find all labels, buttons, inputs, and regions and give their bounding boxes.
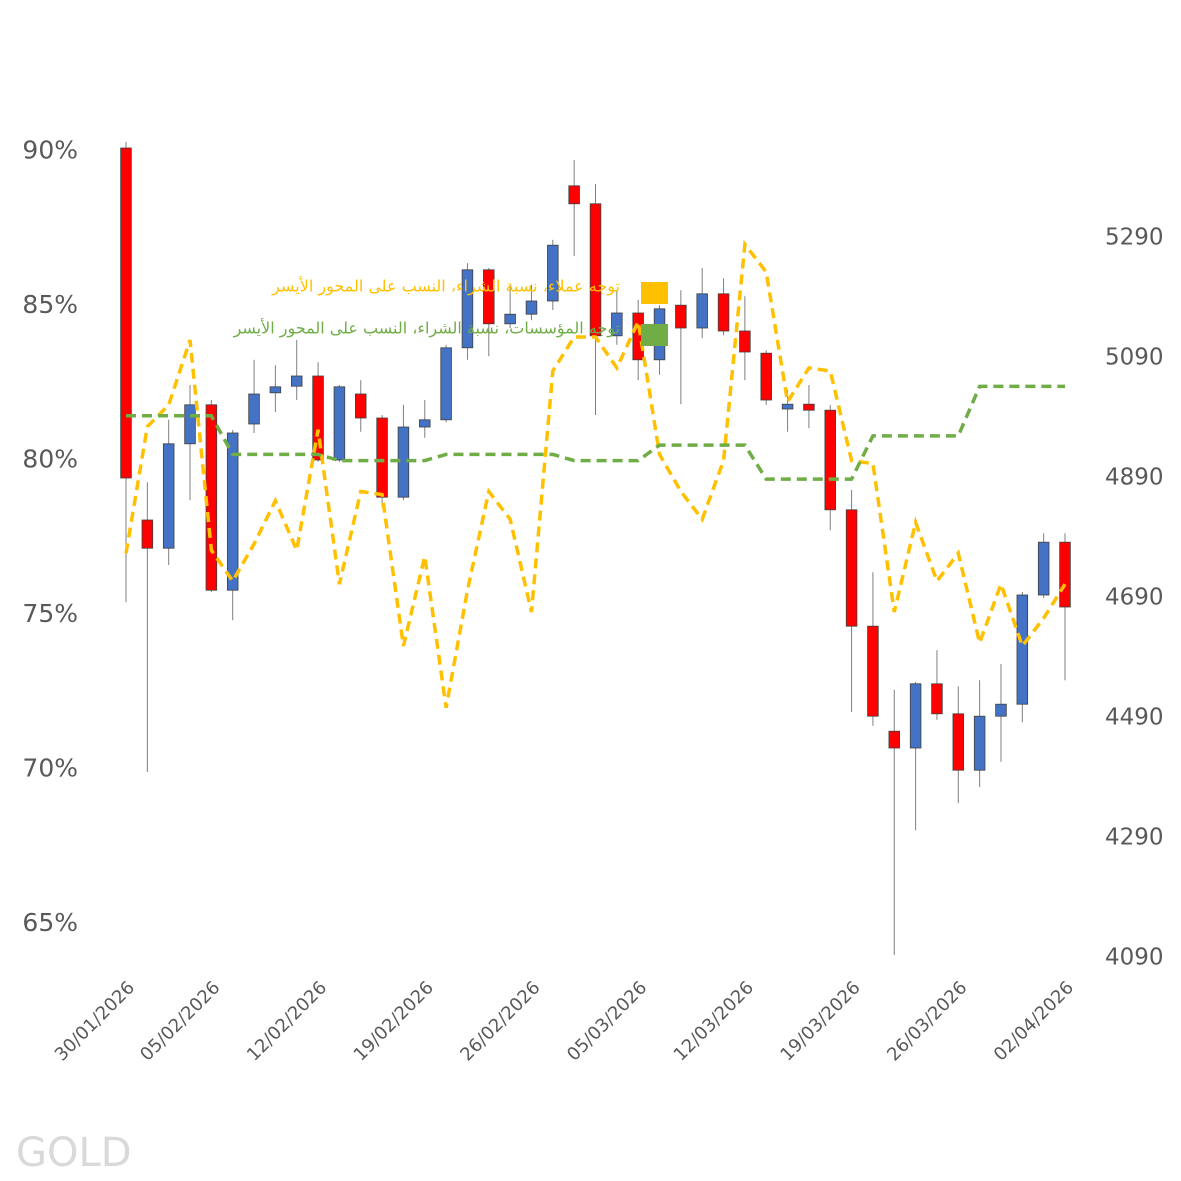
x-tick-label: 05/02/2026 <box>136 977 224 1065</box>
candle-body <box>419 419 431 428</box>
y2-tick-label: 4690 <box>1105 585 1164 611</box>
y2-tick-label: 4890 <box>1105 465 1164 491</box>
legend-swatch <box>641 282 668 304</box>
candle-body <box>717 293 730 332</box>
candle-body <box>162 443 175 549</box>
candle-body <box>440 347 452 421</box>
candle-body <box>547 244 559 302</box>
candle-body <box>845 509 858 627</box>
candle-body <box>931 683 943 715</box>
y2-tick-label: 5290 <box>1105 225 1164 251</box>
candle-body <box>290 375 303 387</box>
x-tick-label: 02/04/2026 <box>990 977 1078 1065</box>
y2-tick-label: 4290 <box>1105 825 1164 851</box>
candle-body <box>269 386 282 394</box>
candle-body <box>184 404 196 445</box>
candle-body <box>461 269 474 349</box>
candle-body <box>824 409 836 511</box>
candle-body <box>248 393 260 425</box>
candle-body <box>355 393 367 419</box>
y-tick-label: 85% <box>22 290 78 319</box>
candle-body <box>1016 594 1029 705</box>
x-tick-label: 12/02/2026 <box>243 977 331 1065</box>
x-tick-label: 12/03/2026 <box>670 977 758 1065</box>
y-tick-label: 70% <box>22 754 78 783</box>
candle-body <box>973 715 986 771</box>
candle-body <box>376 417 388 498</box>
candle-body <box>589 203 602 337</box>
line-series <box>124 239 1067 709</box>
candle-body <box>120 147 132 479</box>
y2-tick-label: 5090 <box>1105 345 1164 371</box>
y2-tick-label: 4090 <box>1105 945 1164 971</box>
x-tick-label: 30/01/2026 <box>51 977 139 1065</box>
candle-body <box>696 293 708 329</box>
candle-body <box>504 313 516 325</box>
candle-body <box>867 625 879 717</box>
candle-body <box>141 519 154 549</box>
candle-body <box>525 300 538 315</box>
x-tick-label: 19/02/2026 <box>350 977 438 1065</box>
candle-body <box>888 730 901 749</box>
y-tick-label: 65% <box>22 908 78 937</box>
candle-body <box>312 375 324 461</box>
legend-label: توجه المؤسسات، نسبة الشراء، النسب على ال… <box>233 318 620 339</box>
candle-body <box>675 304 687 329</box>
candle-body <box>333 386 346 461</box>
x-tick-label: 26/02/2026 <box>456 977 544 1065</box>
y2-tick-label: 4490 <box>1105 705 1164 731</box>
candle-body <box>568 185 580 205</box>
x-tick-label: 26/03/2026 <box>883 977 971 1065</box>
candle-body <box>739 330 751 353</box>
candle-body <box>611 312 623 337</box>
y-tick-label: 75% <box>22 599 78 628</box>
candle-body <box>1059 541 1071 608</box>
candle-body <box>995 703 1007 717</box>
candle-body <box>781 403 794 410</box>
watermark: GOLD <box>16 1130 132 1176</box>
candle-body <box>760 352 772 401</box>
candle-body <box>909 683 922 749</box>
legend-swatch <box>641 324 668 346</box>
candle-body <box>483 269 495 325</box>
legend-label: توجه عملاء، نسبة الشراء، النسب على المحو… <box>271 276 620 297</box>
candle-body <box>952 713 965 771</box>
candle-body <box>226 432 239 591</box>
candle-body <box>1037 541 1050 596</box>
y-tick-label: 90% <box>22 136 78 165</box>
x-tick-label: 05/03/2026 <box>563 977 651 1065</box>
candle-body <box>803 403 815 411</box>
y-tick-label: 80% <box>22 445 78 474</box>
line-series <box>126 384 1065 481</box>
x-tick-label: 19/03/2026 <box>776 977 864 1065</box>
